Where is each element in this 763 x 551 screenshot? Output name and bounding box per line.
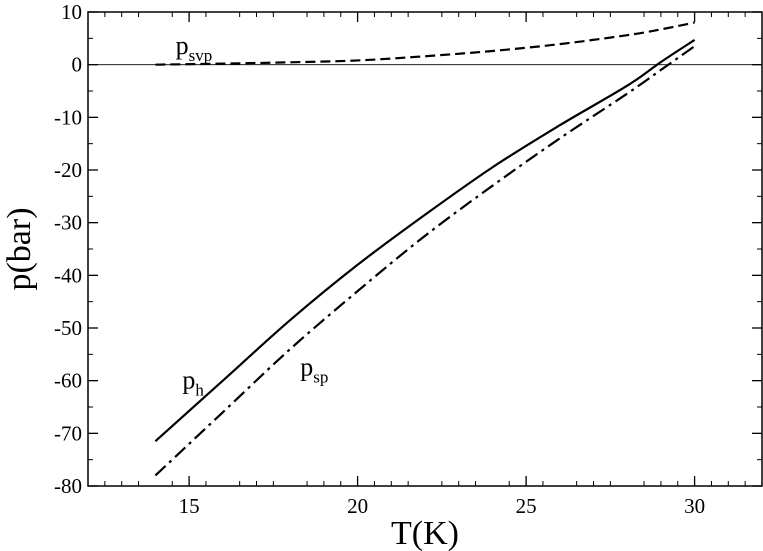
y-tick-label: -40 [54,263,82,287]
curve-label-sp: psp [300,352,328,386]
y-tick-label: -20 [54,158,82,182]
curve-label-h: ph [182,366,204,400]
plot-frame [87,11,763,487]
x-axis-title: T(K) [391,515,459,551]
x-tick-label: 30 [684,494,705,518]
x-tick-label: 20 [347,494,368,518]
y-tick-label: -70 [54,421,82,445]
y-tick-label: -10 [54,105,82,129]
x-tick-label: 25 [516,494,537,518]
y-tick-label: 10 [61,0,82,24]
series-line-p-svp [155,21,695,66]
y-tick-label: -60 [54,369,82,393]
curve-label-svp: psvp [176,31,213,65]
series-layer [154,21,696,477]
annotation-layer: psvp ph psp [176,31,329,399]
y-tick-label: -50 [54,316,82,340]
y-tick-label: -30 [54,211,82,235]
y-axis-title: p(bar) [1,207,38,290]
series-line-p-h [154,38,696,443]
y-tick-label: 0 [72,53,83,77]
y-tick-label: -80 [54,474,82,498]
series-line-p-sp [154,45,696,477]
tick-layer: 15 20 25 30 10 0 -10 -20 -30 -40 -50 -60 -70 -80 [54,0,762,518]
x-tick-label: 15 [179,494,200,518]
